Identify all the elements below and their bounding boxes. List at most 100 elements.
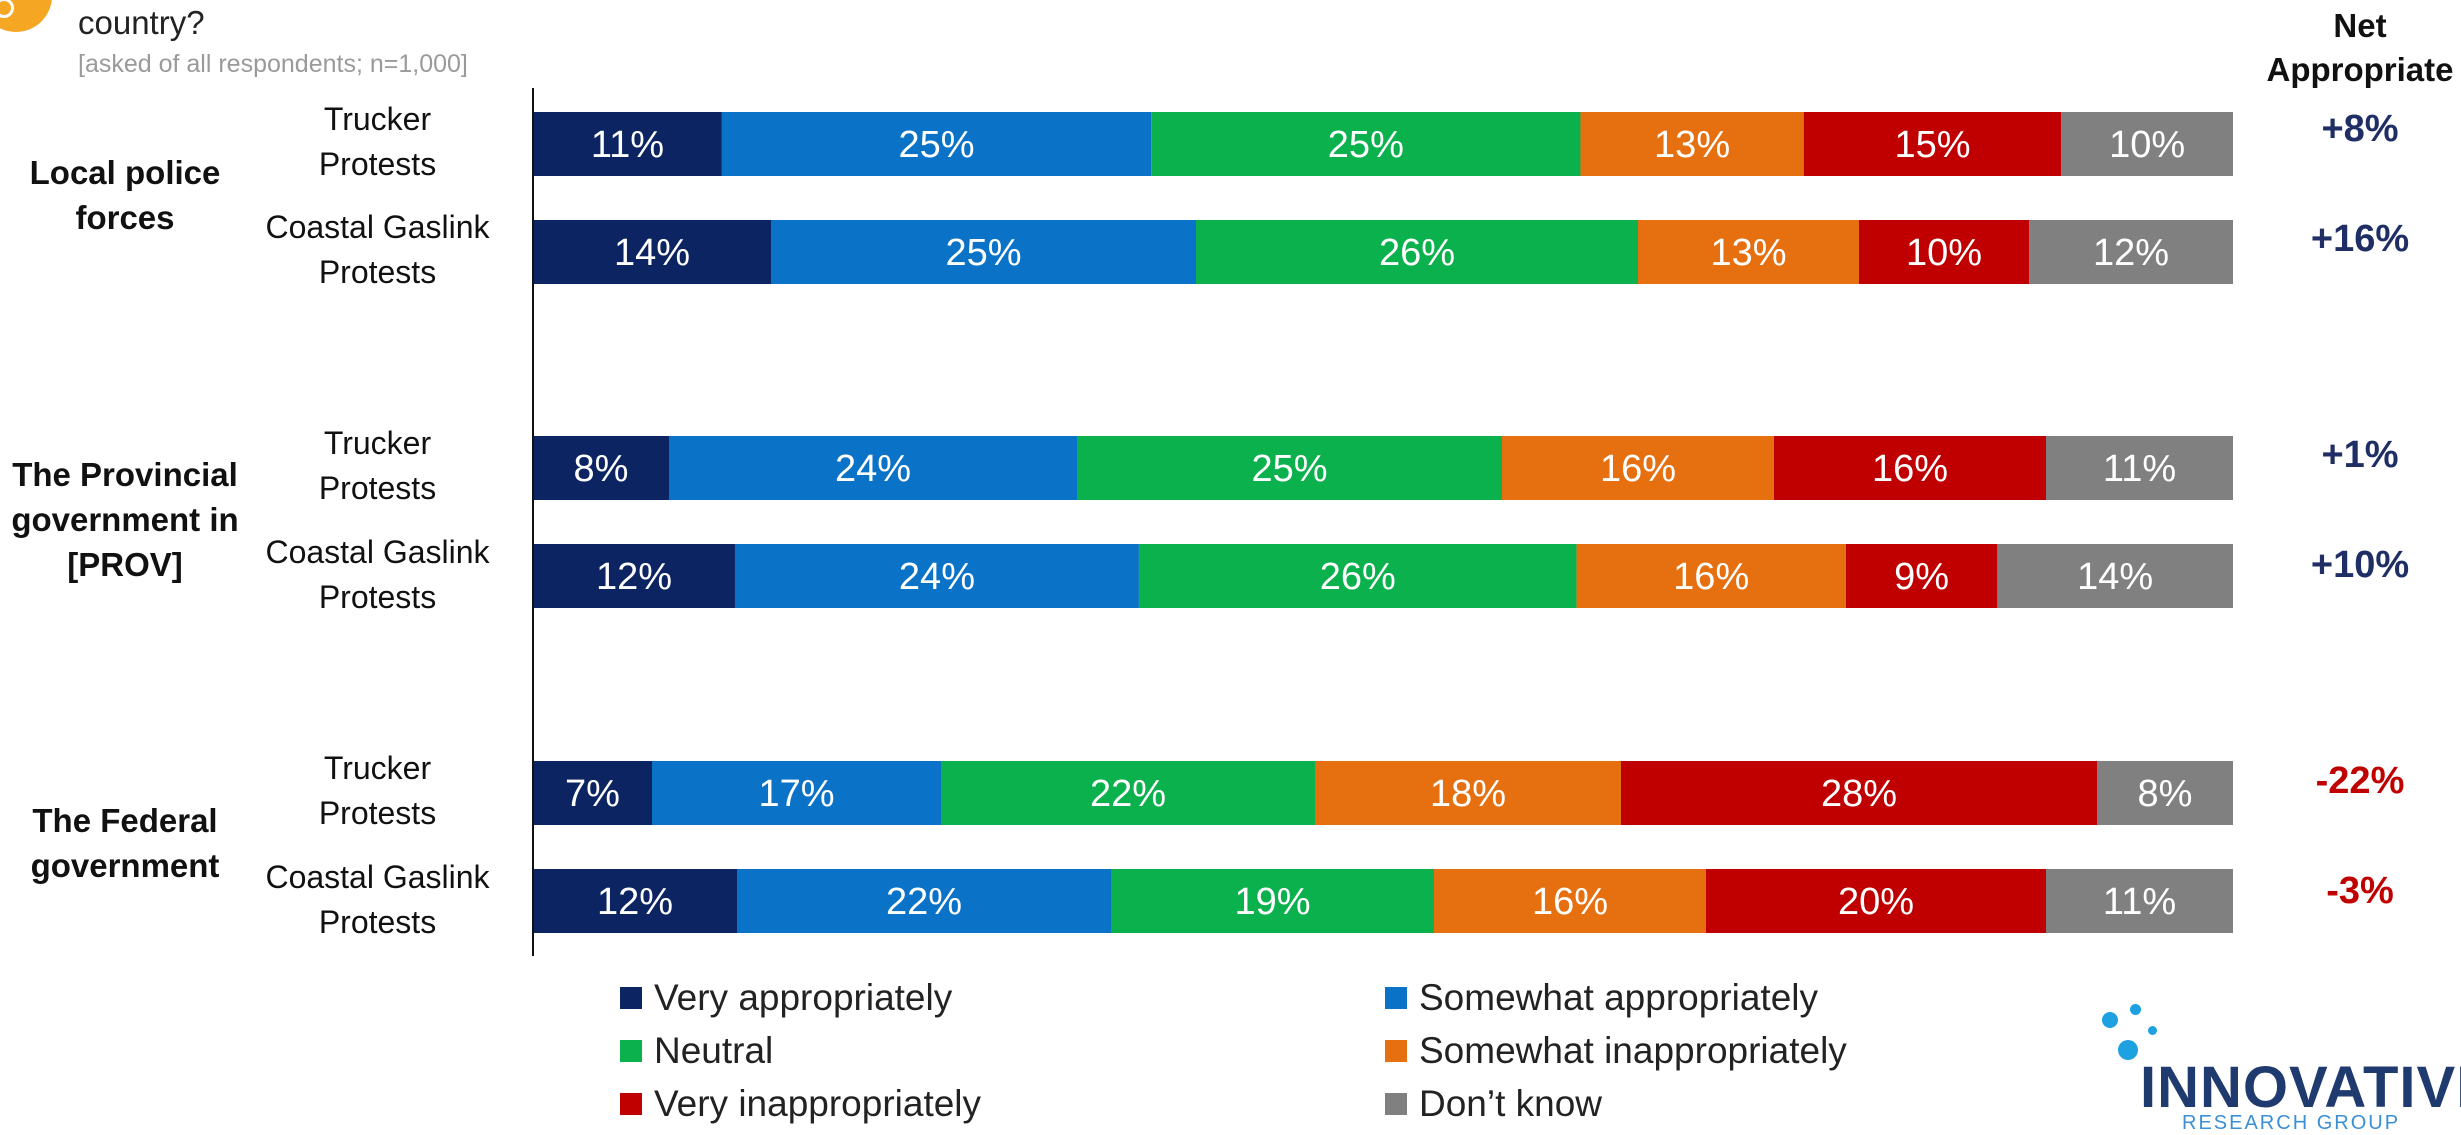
bar-segment: [1502, 436, 1774, 500]
data-label: 11%: [591, 124, 664, 166]
bar-segment: [2029, 220, 2233, 284]
net-value: -22%: [2315, 760, 2405, 802]
legend-label: Somewhat inappropriately: [1419, 1030, 1847, 1071]
row-label-line: Trucker: [323, 425, 432, 461]
legend-item: Somewhat appropriately: [1385, 977, 1818, 1019]
bar-segment: [2061, 112, 2233, 176]
data-label: 26%: [1379, 232, 1455, 274]
row-label-line: Trucker: [323, 750, 432, 786]
net-value: +8%: [2321, 108, 2399, 150]
data-label: 11%: [2103, 448, 2176, 490]
row-label-line: Protests: [318, 904, 437, 940]
bar-segment: [669, 436, 1077, 500]
bar-segment: [533, 544, 735, 608]
data-label: 17%: [758, 773, 834, 815]
row-label: Coastal Gaslink Protests: [245, 530, 510, 620]
bar-segment: [1111, 869, 1434, 933]
row-label-line: Protests: [318, 579, 437, 615]
bar-segment: [1859, 220, 2029, 284]
data-label: 16%: [1872, 448, 1948, 490]
data-label: 8%: [2138, 773, 2193, 815]
net-header-line2: Appropriate: [2266, 51, 2454, 88]
bar-segment: [734, 544, 1139, 608]
legend-swatch: [1385, 1093, 1407, 1115]
row-label: Trucker Protests: [245, 421, 510, 511]
bar-segment: [1845, 544, 1998, 608]
legend-item: Somewhat inappropriately: [1385, 1030, 1847, 1072]
data-label: 22%: [1090, 773, 1166, 815]
group-label-line: [PROV]: [67, 546, 183, 583]
legend-item: Very appropriately: [620, 977, 952, 1019]
row-label-line: Protests: [318, 470, 437, 506]
bar-segment: [533, 112, 722, 176]
data-label: 22%: [886, 881, 962, 923]
innovative-research-group-logo: INNOVATIVE RESEARCH GROUP: [2090, 1000, 2461, 1134]
bar-segment: [737, 869, 1111, 933]
bar-segment: [1196, 220, 1638, 284]
bar-segment: [533, 761, 652, 825]
group-label-line: Local police: [29, 154, 221, 191]
logo-dot: [2130, 1004, 2141, 1015]
bar-segment: [1434, 869, 1706, 933]
data-label: 26%: [1320, 556, 1396, 598]
bar-segment: [533, 436, 669, 500]
net-value: +16%: [2310, 218, 2410, 260]
net-value: +10%: [2310, 544, 2410, 586]
data-label: 25%: [1251, 448, 1327, 490]
bar-segment: [771, 220, 1196, 284]
logo-subtitle: RESEARCH GROUP: [2182, 1112, 2401, 1134]
bar-segment: [1621, 761, 2097, 825]
group-label-line: The Federal: [32, 802, 218, 839]
bar-segment: [1580, 112, 1804, 176]
net-appropriate-header: Net Appropriate: [2240, 4, 2461, 92]
data-label: 24%: [899, 556, 975, 598]
bar-segment: [1077, 436, 1502, 500]
data-label: 28%: [1821, 773, 1897, 815]
data-label: 12%: [596, 556, 672, 598]
bar-segment: [2097, 761, 2233, 825]
logo-dot: [2102, 1012, 2118, 1028]
data-label: 8%: [574, 448, 629, 490]
legend-item: Neutral: [620, 1030, 773, 1072]
data-label: 12%: [597, 881, 673, 923]
row-label-line: Protests: [318, 795, 437, 831]
row-label: Coastal Gaslink Protests: [245, 205, 510, 295]
bar-segment: [2046, 869, 2233, 933]
net-value: -3%: [2326, 870, 2394, 912]
data-label: 15%: [1894, 124, 1970, 166]
data-label: 16%: [1673, 556, 1749, 598]
bar-segment: [1151, 112, 1581, 176]
row-label: Coastal Gaslink Protests: [245, 855, 510, 945]
sample-note: [asked of all respondents; n=1,000]: [78, 50, 468, 78]
bar-segment: [652, 761, 941, 825]
data-label: 10%: [1906, 232, 1982, 274]
legend-item: Don’t know: [1385, 1083, 1602, 1125]
row-label: Trucker Protests: [245, 97, 510, 187]
legend-label: Very appropriately: [654, 977, 953, 1018]
data-label: 25%: [899, 124, 975, 166]
bar-segment: [1138, 544, 1577, 608]
logo-dot: [2118, 1040, 2138, 1060]
data-label: 13%: [1654, 124, 1730, 166]
bar-segment: [533, 220, 771, 284]
group-label-line: The Provincial: [12, 456, 238, 493]
bar-segment: [2046, 436, 2233, 500]
group-label-line: government in: [11, 501, 239, 538]
logo-wordmark: INNOVATIVE: [2140, 1055, 2461, 1120]
data-label: 19%: [1234, 881, 1310, 923]
legend-item: Very inappropriately: [620, 1083, 981, 1125]
data-label: 14%: [2077, 556, 2153, 598]
logo-dot: [2148, 1026, 2157, 1035]
bar-segment: [1774, 436, 2046, 500]
row-label-line: Coastal Gaslink: [265, 534, 490, 570]
legend-swatch: [620, 1040, 642, 1062]
row-label-line: Protests: [318, 254, 437, 290]
legend-swatch: [620, 987, 642, 1009]
data-label: 14%: [614, 232, 690, 274]
legend-swatch: [620, 1093, 642, 1115]
bar-segment: [533, 869, 737, 933]
data-label: 18%: [1430, 773, 1506, 815]
group-label-local-police: Local police forces: [0, 150, 250, 240]
group-label-provincial: The Provincial government in [PROV]: [0, 452, 250, 587]
